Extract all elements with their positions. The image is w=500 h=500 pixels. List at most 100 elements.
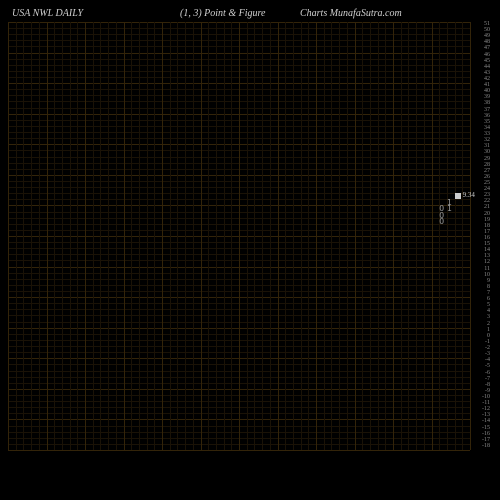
y-axis-label: 34 [484,125,490,131]
grid-line-vertical [331,22,332,450]
y-axis-label: 10 [484,272,490,278]
y-axis-label: 37 [484,107,490,113]
y-axis-label: -8 [485,382,490,388]
y-axis-label: 5 [487,302,490,308]
y-axis-label: 14 [484,247,490,253]
grid-line-vertical [216,22,217,450]
grid-line-vertical [355,22,356,450]
pnf-cell: 1 [447,205,452,213]
grid-line-vertical [224,22,225,450]
y-axis-label: 19 [484,217,490,223]
grid-line-vertical [370,22,371,450]
y-axis-label: 22 [484,198,490,204]
grid-line-vertical [293,22,294,450]
y-axis-label: -5 [485,363,490,369]
y-axis: 5150494847464544434241403938373635343332… [470,22,498,450]
grid-line-vertical [93,22,94,450]
grid-line-vertical [31,22,32,450]
y-axis-label: 45 [484,58,490,64]
grid-line-vertical [254,22,255,450]
grid-line-vertical [139,22,140,450]
y-axis-label: 35 [484,119,490,125]
y-axis-label: 15 [484,241,490,247]
grid-line-vertical [85,22,86,450]
grid-line-vertical [401,22,402,450]
y-axis-label: 31 [484,143,490,149]
grid-line-vertical [147,22,148,450]
y-axis-label: 49 [484,33,490,39]
grid-line-vertical [285,22,286,450]
grid-line-vertical [193,22,194,450]
grid-line-vertical [262,22,263,450]
grid-line-vertical [162,22,163,450]
y-axis-label: 21 [484,204,490,210]
grid-line-vertical [154,22,155,450]
y-axis-label: 29 [484,156,490,162]
source-label: Charts MunafaSutra.com [300,8,402,19]
grid-line-vertical [362,22,363,450]
y-axis-label: -16 [482,431,490,437]
y-axis-label: 33 [484,131,490,137]
y-axis-label: -1 [485,339,490,345]
grid-line-vertical [8,22,9,450]
y-axis-label: 6 [487,296,490,302]
grid-line-vertical [16,22,17,450]
grid-line-vertical [62,22,63,450]
grid-line-vertical [170,22,171,450]
y-axis-label: 41 [484,82,490,88]
y-axis-label: -13 [482,412,490,418]
grid-line-vertical [23,22,24,450]
grid-line-vertical [239,22,240,450]
grid-line-vertical [131,22,132,450]
grid-line-vertical [385,22,386,450]
y-axis-label: 16 [484,235,490,241]
y-axis-label: -7 [485,376,490,382]
grid-line-vertical [378,22,379,450]
chart-grid: 9.3411OOO [8,22,470,450]
y-axis-label: 38 [484,100,490,106]
grid-line-vertical [70,22,71,450]
grid-line-vertical [447,22,448,450]
chart-header: USA NWL DAILY (1, 3) Point & Figure Char… [0,4,500,22]
grid-line-vertical [108,22,109,450]
pnf-chart: USA NWL DAILY (1, 3) Point & Figure Char… [0,0,500,500]
y-axis-label: -12 [482,406,490,412]
grid-line-vertical [201,22,202,450]
y-axis-label: 47 [484,45,490,51]
grid-line-vertical [308,22,309,450]
y-axis-label: 2 [487,321,490,327]
grid-line-vertical [424,22,425,450]
y-axis-label: -9 [485,388,490,394]
grid-line-vertical [47,22,48,450]
y-axis-label: 50 [484,27,490,33]
y-axis-label: 3 [487,314,490,320]
y-axis-label: -4 [485,357,490,363]
y-axis-label: 24 [484,186,490,192]
y-axis-label: 11 [484,266,490,272]
y-axis-label: 25 [484,180,490,186]
grid-line-vertical [347,22,348,450]
y-axis-label: -2 [485,345,490,351]
y-axis-label: 9 [487,278,490,284]
y-axis-label: 28 [484,162,490,168]
grid-line-vertical [416,22,417,450]
y-axis-label: 7 [487,290,490,296]
y-axis-label: 30 [484,149,490,155]
y-axis-label: 32 [484,137,490,143]
price-marker-icon [455,193,461,199]
y-axis-label: 23 [484,192,490,198]
y-axis-label: 26 [484,174,490,180]
ticker-label: USA NWL DAILY [12,8,83,19]
y-axis-label: 44 [484,64,490,70]
y-axis-label: 46 [484,52,490,58]
y-axis-label: -14 [482,418,490,424]
grid-line-vertical [208,22,209,450]
grid-line-vertical [393,22,394,450]
grid-line-horizontal [8,450,470,451]
y-axis-label: 4 [487,308,490,314]
pnf-cell: O [439,218,444,226]
y-axis-label: -17 [482,437,490,443]
grid-line-vertical [116,22,117,450]
grid-line-vertical [462,22,463,450]
grid-line-vertical [432,22,433,450]
